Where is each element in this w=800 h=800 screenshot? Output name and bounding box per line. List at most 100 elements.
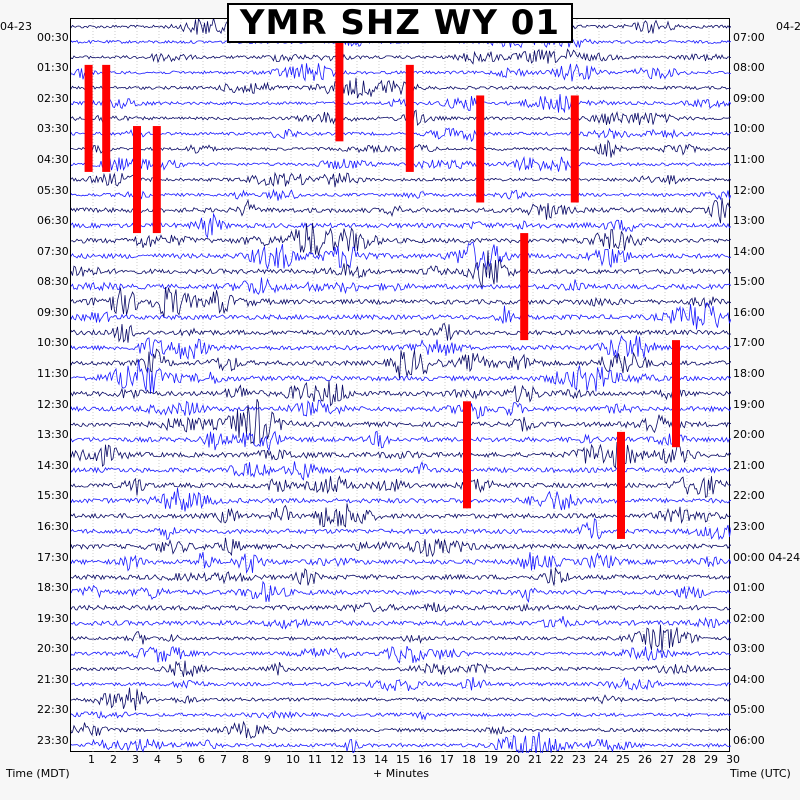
- minute-tick-label: 26: [638, 753, 652, 766]
- left-time-label: 03:30: [37, 122, 69, 136]
- left-time-label: 18:30: [37, 581, 69, 595]
- minute-tick-label: 29: [704, 753, 718, 766]
- clipped-event: [405, 64, 414, 172]
- left-time-label: 23:30: [37, 734, 69, 748]
- trace-row: [71, 323, 731, 343]
- clipped-event: [335, 34, 344, 142]
- chart-title: YMR SHZ WY 01: [227, 3, 573, 43]
- clipped-event: [570, 95, 579, 203]
- trace-row: [71, 687, 731, 711]
- trace-row: [71, 94, 731, 114]
- trace-row: [71, 710, 731, 721]
- trace-row: [71, 645, 731, 664]
- left-time-label: 10:30: [37, 336, 69, 350]
- helicorder-svg: [71, 19, 731, 753]
- clipped-event: [152, 126, 161, 234]
- minute-tick-label: 12: [330, 753, 344, 766]
- right-time-label: 21:00: [733, 458, 765, 472]
- left-time-label: 06:30: [37, 214, 69, 228]
- trace-row: [71, 334, 731, 361]
- trace-row: [71, 127, 731, 143]
- right-date-label: 04-2: [776, 20, 800, 33]
- minute-tick-label: 21: [528, 753, 542, 766]
- left-time-label: 11:30: [37, 367, 69, 381]
- right-time-label: 15:00: [733, 275, 765, 289]
- trace-row: [71, 399, 731, 420]
- trace-row: [71, 616, 731, 630]
- left-time-label: 08:30: [37, 275, 69, 289]
- right-time-label: 05:00: [733, 703, 765, 717]
- trace-row: [71, 731, 731, 753]
- trace-row: [71, 222, 731, 256]
- minute-tick-label: 24: [594, 753, 608, 766]
- clipped-event: [463, 401, 471, 509]
- right-time-label: 19:00: [733, 397, 765, 411]
- left-date-label: 04-23: [0, 20, 32, 33]
- minute-tick-label: 3: [132, 753, 139, 766]
- right-time-label: 07:00: [733, 30, 765, 44]
- minute-tick-label: 1: [88, 753, 95, 766]
- right-time-label: 14:00: [733, 244, 765, 258]
- trace-row: [71, 188, 731, 201]
- minute-tick-label: 14: [374, 753, 388, 766]
- left-time-label: 15:30: [37, 489, 69, 503]
- minute-tick-label: 22: [550, 753, 564, 766]
- left-time-label: 09:30: [37, 305, 69, 319]
- clipped-event: [476, 95, 485, 203]
- right-time-label: 04:00: [733, 672, 765, 686]
- trace-row: [71, 286, 731, 318]
- clipped-event: [520, 233, 529, 341]
- left-time-label: 07:30: [37, 244, 69, 258]
- left-time-label: 00:30: [37, 30, 69, 44]
- left-time-label: 21:30: [37, 672, 69, 686]
- right-time-label: 06:00: [733, 734, 765, 748]
- minute-tick-label: 7: [220, 753, 227, 766]
- left-time-label: 13:30: [37, 428, 69, 442]
- minute-tick-label: 2: [110, 753, 117, 766]
- trace-row: [71, 171, 731, 187]
- trace-row: [71, 537, 731, 558]
- right-time-label: 00:00 04-24: [733, 550, 800, 564]
- left-time-label: 19:30: [37, 611, 69, 625]
- trace-row: [71, 430, 731, 452]
- left-axis-title: Time (MDT): [6, 767, 70, 780]
- trace-row: [71, 359, 731, 394]
- left-time-label: 14:30: [37, 458, 69, 472]
- minute-tick-label: 5: [176, 753, 183, 766]
- right-time-label: 13:00: [733, 214, 765, 228]
- clipped-event: [672, 340, 680, 448]
- left-time-label: 17:30: [37, 550, 69, 564]
- trace-row: [71, 551, 731, 575]
- trace-row: [71, 566, 731, 586]
- trace-row: [71, 63, 731, 82]
- right-time-label: 09:00: [733, 91, 765, 105]
- minute-tick-label: 30: [726, 753, 740, 766]
- trace-row: [71, 348, 731, 379]
- minute-tick-label: 17: [440, 753, 454, 766]
- minute-tick-label: 19: [484, 753, 498, 766]
- trace-row: [71, 241, 731, 271]
- left-time-label: 22:30: [37, 703, 69, 717]
- right-axis-title: Time (UTC): [730, 767, 791, 780]
- trace-row: [71, 139, 731, 158]
- trace-row: [71, 602, 731, 613]
- trace-row: [71, 460, 731, 481]
- left-time-label: 20:30: [37, 642, 69, 656]
- right-time-label: 11:00: [733, 152, 765, 166]
- right-time-label: 02:00: [733, 611, 765, 625]
- right-time-label: 17:00: [733, 336, 765, 350]
- trace-row: [71, 302, 731, 330]
- x-axis-title: + Minutes: [373, 767, 430, 780]
- left-time-label: 04:30: [37, 152, 69, 166]
- minute-tick-label: 25: [616, 753, 630, 766]
- right-time-label: 12:00: [733, 183, 765, 197]
- minute-tick-label: 16: [418, 753, 432, 766]
- trace-row: [71, 580, 731, 604]
- minute-tick-label: 28: [682, 753, 696, 766]
- minute-tick-label: 27: [660, 753, 674, 766]
- right-time-label: 18:00: [733, 367, 765, 381]
- right-time-label: 03:00: [733, 642, 765, 656]
- trace-row: [71, 109, 731, 126]
- right-time-label: 08:00: [733, 61, 765, 75]
- trace-row: [71, 250, 731, 288]
